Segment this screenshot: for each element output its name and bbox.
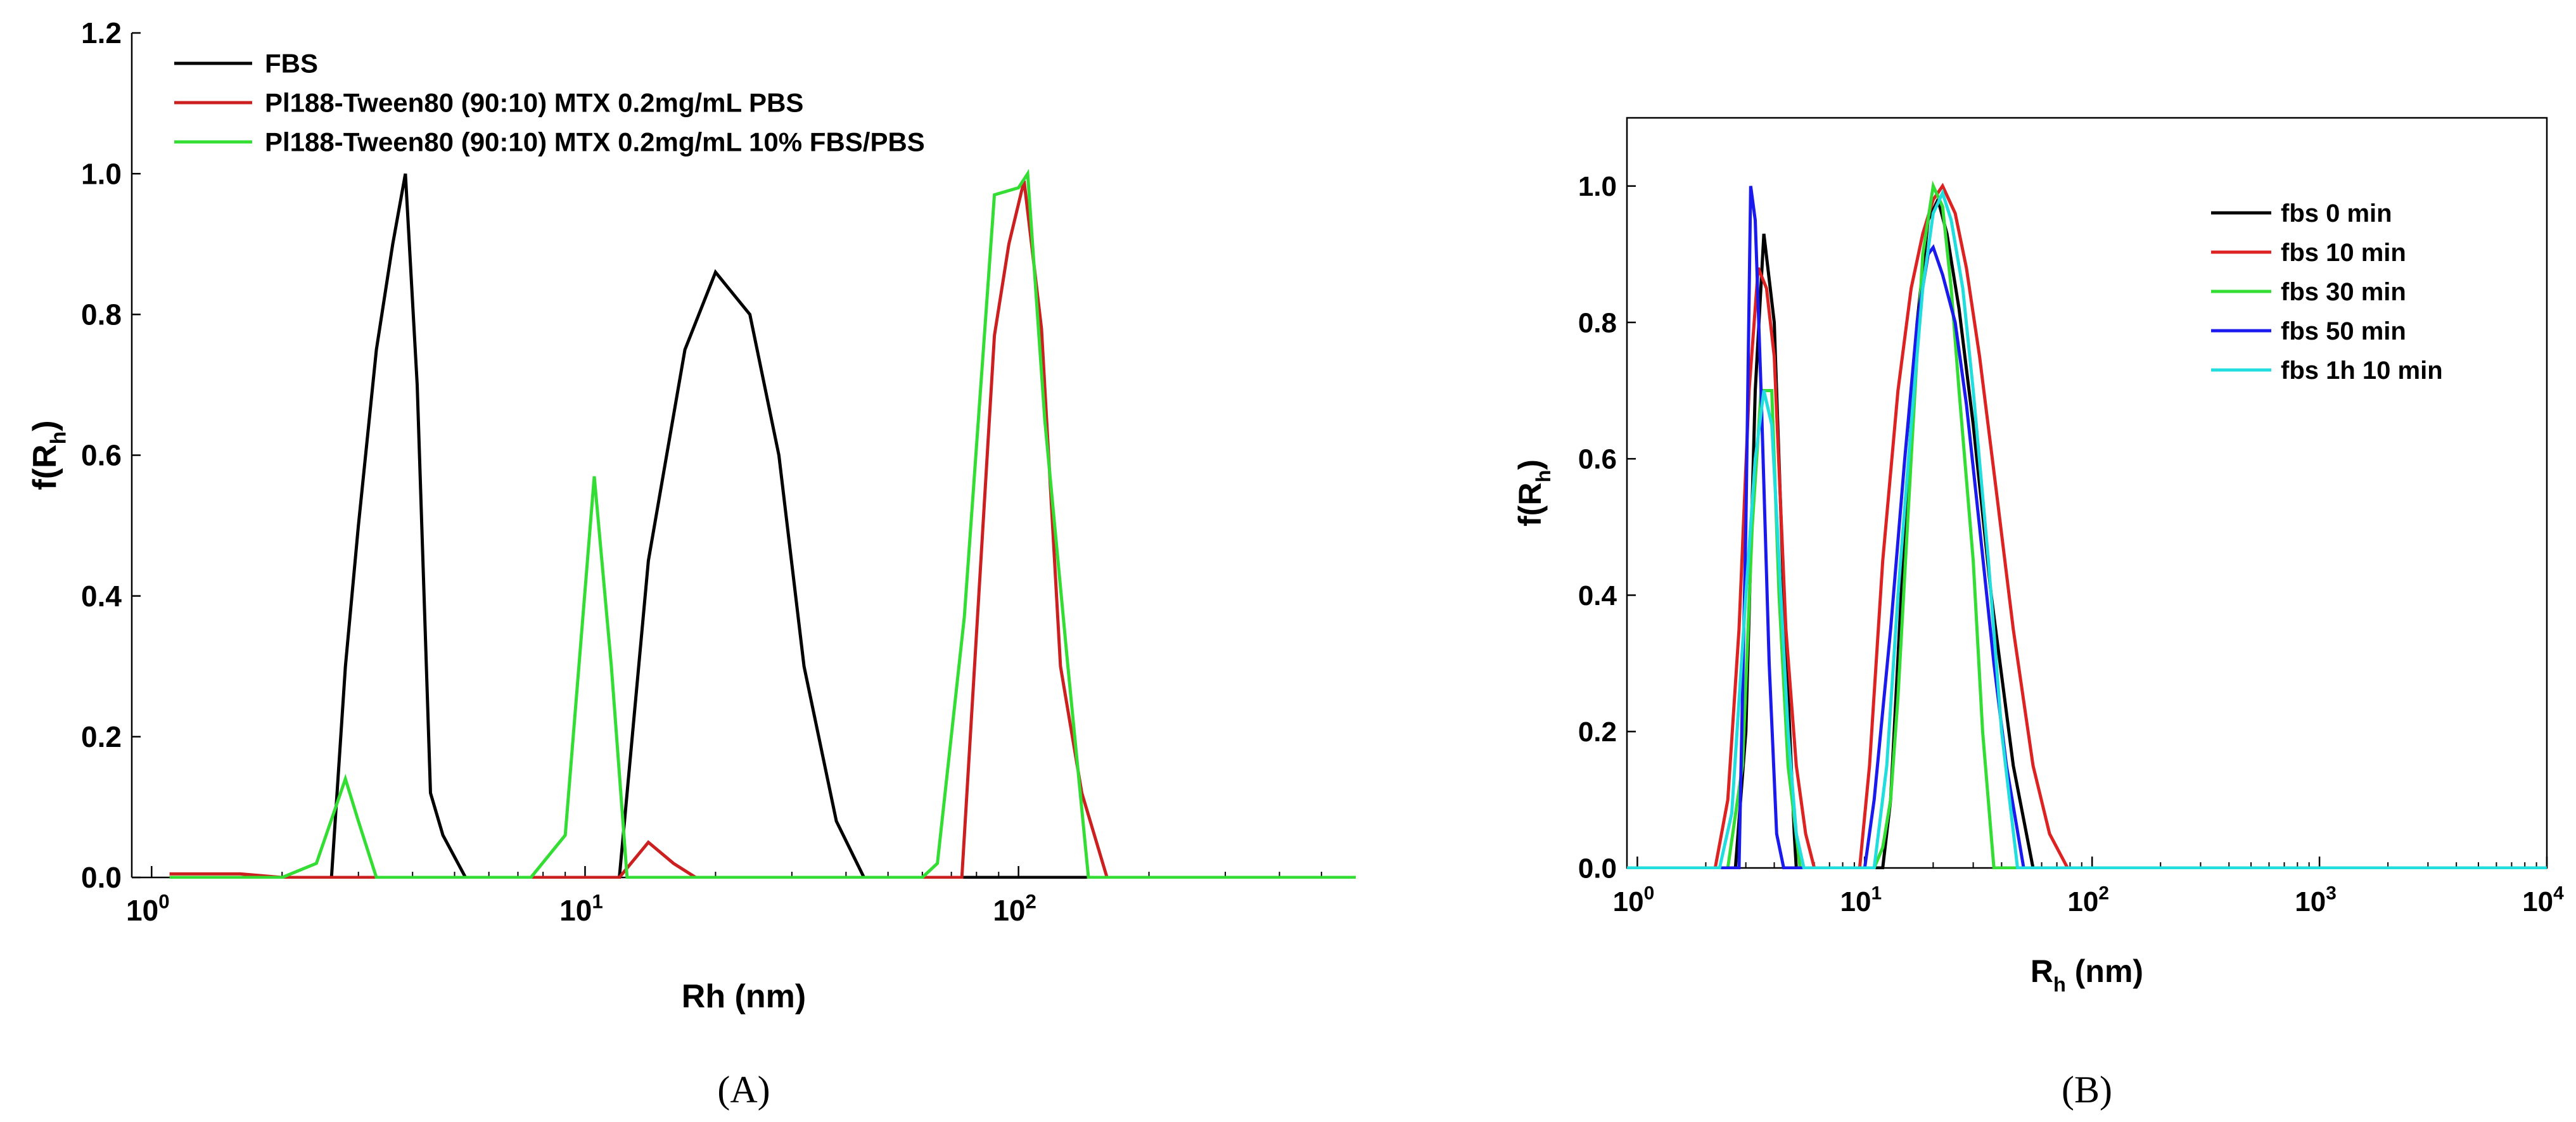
series-line-4 <box>1627 186 2547 869</box>
y-axis-title: f(Rh) <box>27 420 71 490</box>
y-tick-label: 0.4 <box>81 580 122 613</box>
y-tick-label: 1.2 <box>81 16 122 49</box>
y-tick-label: 1.0 <box>81 157 122 190</box>
x-tick-base: 10 <box>1840 886 1871 917</box>
x-tick-base: 10 <box>993 894 1025 927</box>
series-line-2 <box>1627 182 2547 869</box>
y-tick-label: 0.0 <box>81 861 122 894</box>
y-tick-label: 0.8 <box>1578 307 1617 338</box>
x-tick-label: 102 <box>993 891 1036 927</box>
x-axis-title-rest: (nm) <box>2066 953 2143 989</box>
panel-caption: (B) <box>2062 1069 2112 1111</box>
y-axis-title-close: ) <box>27 420 63 431</box>
series-line-5 <box>1627 188 2547 869</box>
y-tick-label: 0.6 <box>81 439 122 472</box>
y-tick-label: 0.0 <box>1578 853 1617 884</box>
x-axis-title-text: R <box>2031 953 2053 989</box>
legend-label: Pl188-Tween80 (90:10) MTX 0.2mg/mL PBS <box>265 88 803 118</box>
x-tick-exponent: 2 <box>2098 883 2109 904</box>
x-tick-label: 102 <box>2067 883 2109 917</box>
x-tick-base: 10 <box>2067 886 2098 917</box>
y-tick-label: 0.8 <box>81 298 122 331</box>
y-axis-title-text: f(R <box>1512 483 1548 526</box>
x-tick-exponent: 0 <box>158 891 169 913</box>
legend-label: fbs 10 min <box>2281 239 2406 267</box>
x-tick-base: 10 <box>2295 886 2326 917</box>
y-axis-title-text: f(R <box>27 444 63 490</box>
x-tick-label: 100 <box>1613 883 1655 917</box>
x-axis-title: Rh (nm) <box>682 978 806 1015</box>
x-tick-exponent: 3 <box>2326 883 2337 904</box>
legend: fbs 0 min fbs 10 min fbs 30 min fbs 50 min f… <box>2211 200 2443 385</box>
x-axis-title-text: Rh (nm) <box>682 978 806 1015</box>
x-tick-label: 100 <box>126 891 170 927</box>
x-tick-exponent: 1 <box>1871 883 1882 904</box>
legend-label: FBS <box>265 49 318 79</box>
x-tick-label: 104 <box>2522 883 2564 917</box>
y-tick-label: 0.2 <box>1578 717 1617 748</box>
x-axis-title-sub: h <box>2053 973 2066 996</box>
y-tick-label: 1.0 <box>1578 171 1617 202</box>
x-tick-base: 10 <box>2522 886 2553 917</box>
y-axis-title-sub: h <box>47 431 71 445</box>
legend-label: fbs 30 min <box>2281 278 2406 306</box>
legend-label: Pl188-Tween80 (90:10) MTX 0.2mg/mL 10% F… <box>265 127 925 157</box>
series-line-2 <box>169 180 1356 879</box>
panel-caption: (A) <box>717 1069 770 1111</box>
x-tick-exponent: 1 <box>592 891 603 913</box>
legend-label: fbs 50 min <box>2281 317 2406 345</box>
y-tick-label: 0.2 <box>81 720 122 753</box>
x-tick-base: 10 <box>1613 886 1644 917</box>
x-tick-exponent: 0 <box>1644 883 1655 904</box>
x-tick-base: 10 <box>559 894 592 927</box>
legend-label: fbs 0 min <box>2281 200 2392 227</box>
x-axis-title: Rh (nm) <box>2031 953 2143 996</box>
x-tick-exponent: 4 <box>2553 883 2564 904</box>
x-tick-label: 101 <box>1840 883 1882 917</box>
x-tick-label: 103 <box>2295 883 2337 917</box>
y-tick-label: 0.6 <box>1578 444 1617 475</box>
legend: FBS Pl188-Tween80 (90:10) MTX 0.2mg/mL PB… <box>174 49 925 157</box>
y-axis-title-close: ) <box>1512 459 1548 470</box>
x-tick-exponent: 2 <box>1026 891 1036 913</box>
y-axis-title: f(Rh) <box>1512 459 1555 526</box>
series-line-3 <box>169 169 1356 879</box>
y-tick-label: 0.4 <box>1578 580 1617 611</box>
x-tick-base: 10 <box>126 894 158 927</box>
y-axis-title-sub: h <box>1532 470 1555 483</box>
x-tick-label: 101 <box>559 891 603 927</box>
legend-label: fbs 1h 10 min <box>2281 357 2443 385</box>
series-line-1 <box>169 173 1356 879</box>
